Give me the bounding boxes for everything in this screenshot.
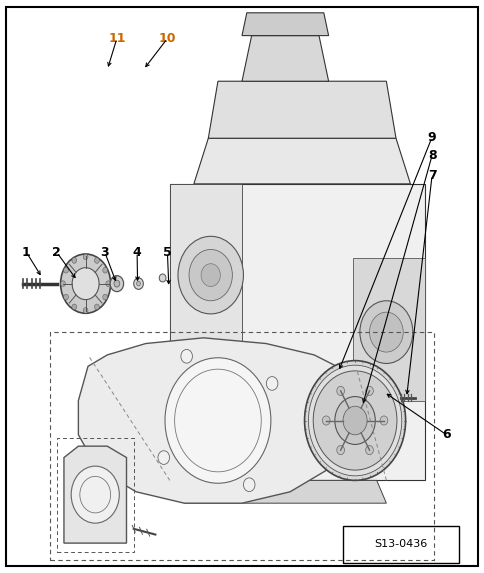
- Circle shape: [158, 451, 169, 464]
- Circle shape: [243, 478, 255, 492]
- Circle shape: [366, 446, 373, 455]
- Circle shape: [83, 254, 88, 260]
- Circle shape: [103, 268, 107, 273]
- Text: S13-0436: S13-0436: [374, 539, 427, 550]
- Circle shape: [308, 365, 402, 476]
- Circle shape: [63, 268, 68, 273]
- Circle shape: [110, 276, 123, 292]
- Circle shape: [60, 281, 65, 286]
- Circle shape: [181, 350, 193, 363]
- Text: 1: 1: [22, 246, 31, 259]
- Circle shape: [360, 301, 413, 363]
- Circle shape: [165, 358, 271, 483]
- FancyBboxPatch shape: [343, 526, 458, 563]
- Circle shape: [335, 397, 375, 445]
- Text: 2: 2: [52, 246, 61, 259]
- Circle shape: [114, 280, 120, 287]
- Text: 10: 10: [159, 32, 176, 45]
- Circle shape: [103, 294, 107, 300]
- Circle shape: [201, 264, 220, 286]
- Polygon shape: [353, 258, 425, 401]
- Text: 9: 9: [428, 131, 437, 144]
- Circle shape: [159, 274, 166, 282]
- Circle shape: [134, 278, 143, 289]
- Circle shape: [189, 249, 232, 301]
- Polygon shape: [194, 138, 410, 184]
- Circle shape: [380, 416, 388, 425]
- Circle shape: [94, 304, 99, 310]
- Circle shape: [178, 236, 243, 314]
- Text: 8: 8: [428, 149, 437, 162]
- Text: 7: 7: [428, 169, 437, 182]
- Polygon shape: [64, 446, 126, 543]
- Polygon shape: [208, 81, 396, 138]
- Polygon shape: [242, 13, 329, 36]
- Circle shape: [366, 386, 373, 395]
- Circle shape: [136, 281, 140, 286]
- Text: 11: 11: [108, 32, 126, 45]
- Text: 6: 6: [442, 428, 451, 441]
- Circle shape: [322, 416, 330, 425]
- Circle shape: [313, 371, 397, 470]
- Circle shape: [72, 268, 99, 300]
- Circle shape: [94, 258, 99, 263]
- Circle shape: [266, 376, 278, 390]
- Circle shape: [343, 406, 367, 435]
- Circle shape: [337, 446, 345, 455]
- Circle shape: [72, 304, 76, 310]
- Circle shape: [369, 312, 403, 352]
- Text: 3: 3: [101, 246, 109, 259]
- Circle shape: [63, 294, 68, 300]
- Polygon shape: [184, 480, 386, 503]
- Circle shape: [337, 386, 345, 395]
- Polygon shape: [242, 36, 329, 81]
- Circle shape: [71, 466, 119, 523]
- Polygon shape: [170, 184, 425, 480]
- Circle shape: [83, 308, 88, 313]
- Text: 4: 4: [133, 246, 141, 259]
- Polygon shape: [170, 184, 242, 480]
- Text: 5: 5: [163, 246, 172, 259]
- Circle shape: [60, 254, 111, 313]
- Circle shape: [106, 281, 111, 286]
- Circle shape: [72, 258, 76, 263]
- Circle shape: [304, 360, 406, 480]
- Polygon shape: [78, 338, 358, 503]
